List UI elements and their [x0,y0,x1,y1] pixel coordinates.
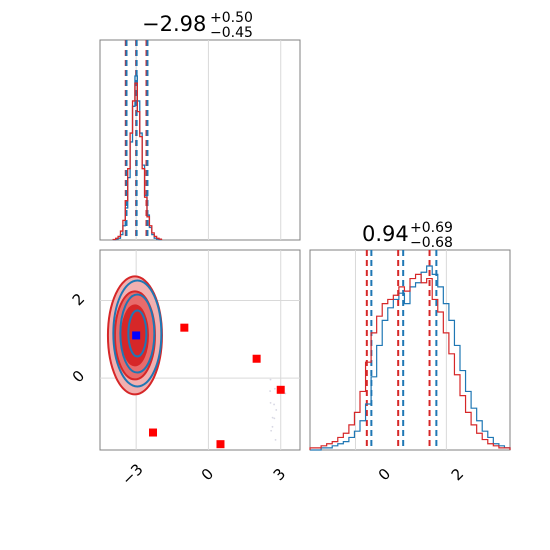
title-upper: +0.69 [410,220,453,236]
scatter-point [271,416,274,419]
marginal-histogram-x1: −2.98 +0.50 −0.45 [99,10,301,241]
joint-panel: −3 0 3 0 2 [69,249,301,489]
scatter-point [269,401,272,404]
histogram-series-blue [310,265,511,451]
scatter-point [269,390,272,392]
scatter-point [273,403,275,406]
contour-blue [119,293,156,374]
x-tick-label: 0 [375,465,394,484]
quantile-lines [124,40,149,240]
contour-blue [112,279,163,388]
best-fit-marker [132,331,141,340]
contour-blue [127,309,148,358]
scatter-point [271,425,274,428]
panel-title: 0.94 +0.69 −0.68 [362,220,453,251]
marker-point [252,354,261,363]
title-value: 0.94 [362,222,409,246]
title-upper: +0.50 [210,10,253,26]
title-lower: −0.45 [210,25,253,41]
scatter-point [269,378,272,381]
scatter-point [274,438,277,441]
marker-point [216,440,225,449]
x-tick-label: −3 [118,460,146,488]
panel-frame [99,39,301,241]
marker-point [180,323,189,332]
histogram-series-red [309,273,511,450]
y-tick-label: 0 [69,367,88,386]
marker-point [276,385,285,394]
tick-labels: 0 2 [375,465,467,484]
x-tick-label: 0 [198,465,217,484]
marker-points [132,323,285,449]
y-tick-label: 2 [69,290,88,309]
x-tick-label: 3 [270,465,289,484]
x-tick-label: 2 [448,465,467,484]
panel-title: −2.98 +0.50 −0.45 [142,10,253,41]
quantile-lines [365,250,438,450]
title-lower: −0.68 [410,235,453,251]
scatter-point [273,417,276,420]
scatter-point [274,387,276,390]
histogram-series-red [112,82,163,241]
title-value: −2.98 [142,12,206,36]
scatter-point [275,409,278,411]
scatter-point [270,429,273,432]
marginal-histogram-x2: 0.94 +0.69 −0.68 0 2 [309,220,511,484]
marker-point [149,428,158,437]
scatter-point [284,392,287,395]
grid-lines [354,250,447,450]
